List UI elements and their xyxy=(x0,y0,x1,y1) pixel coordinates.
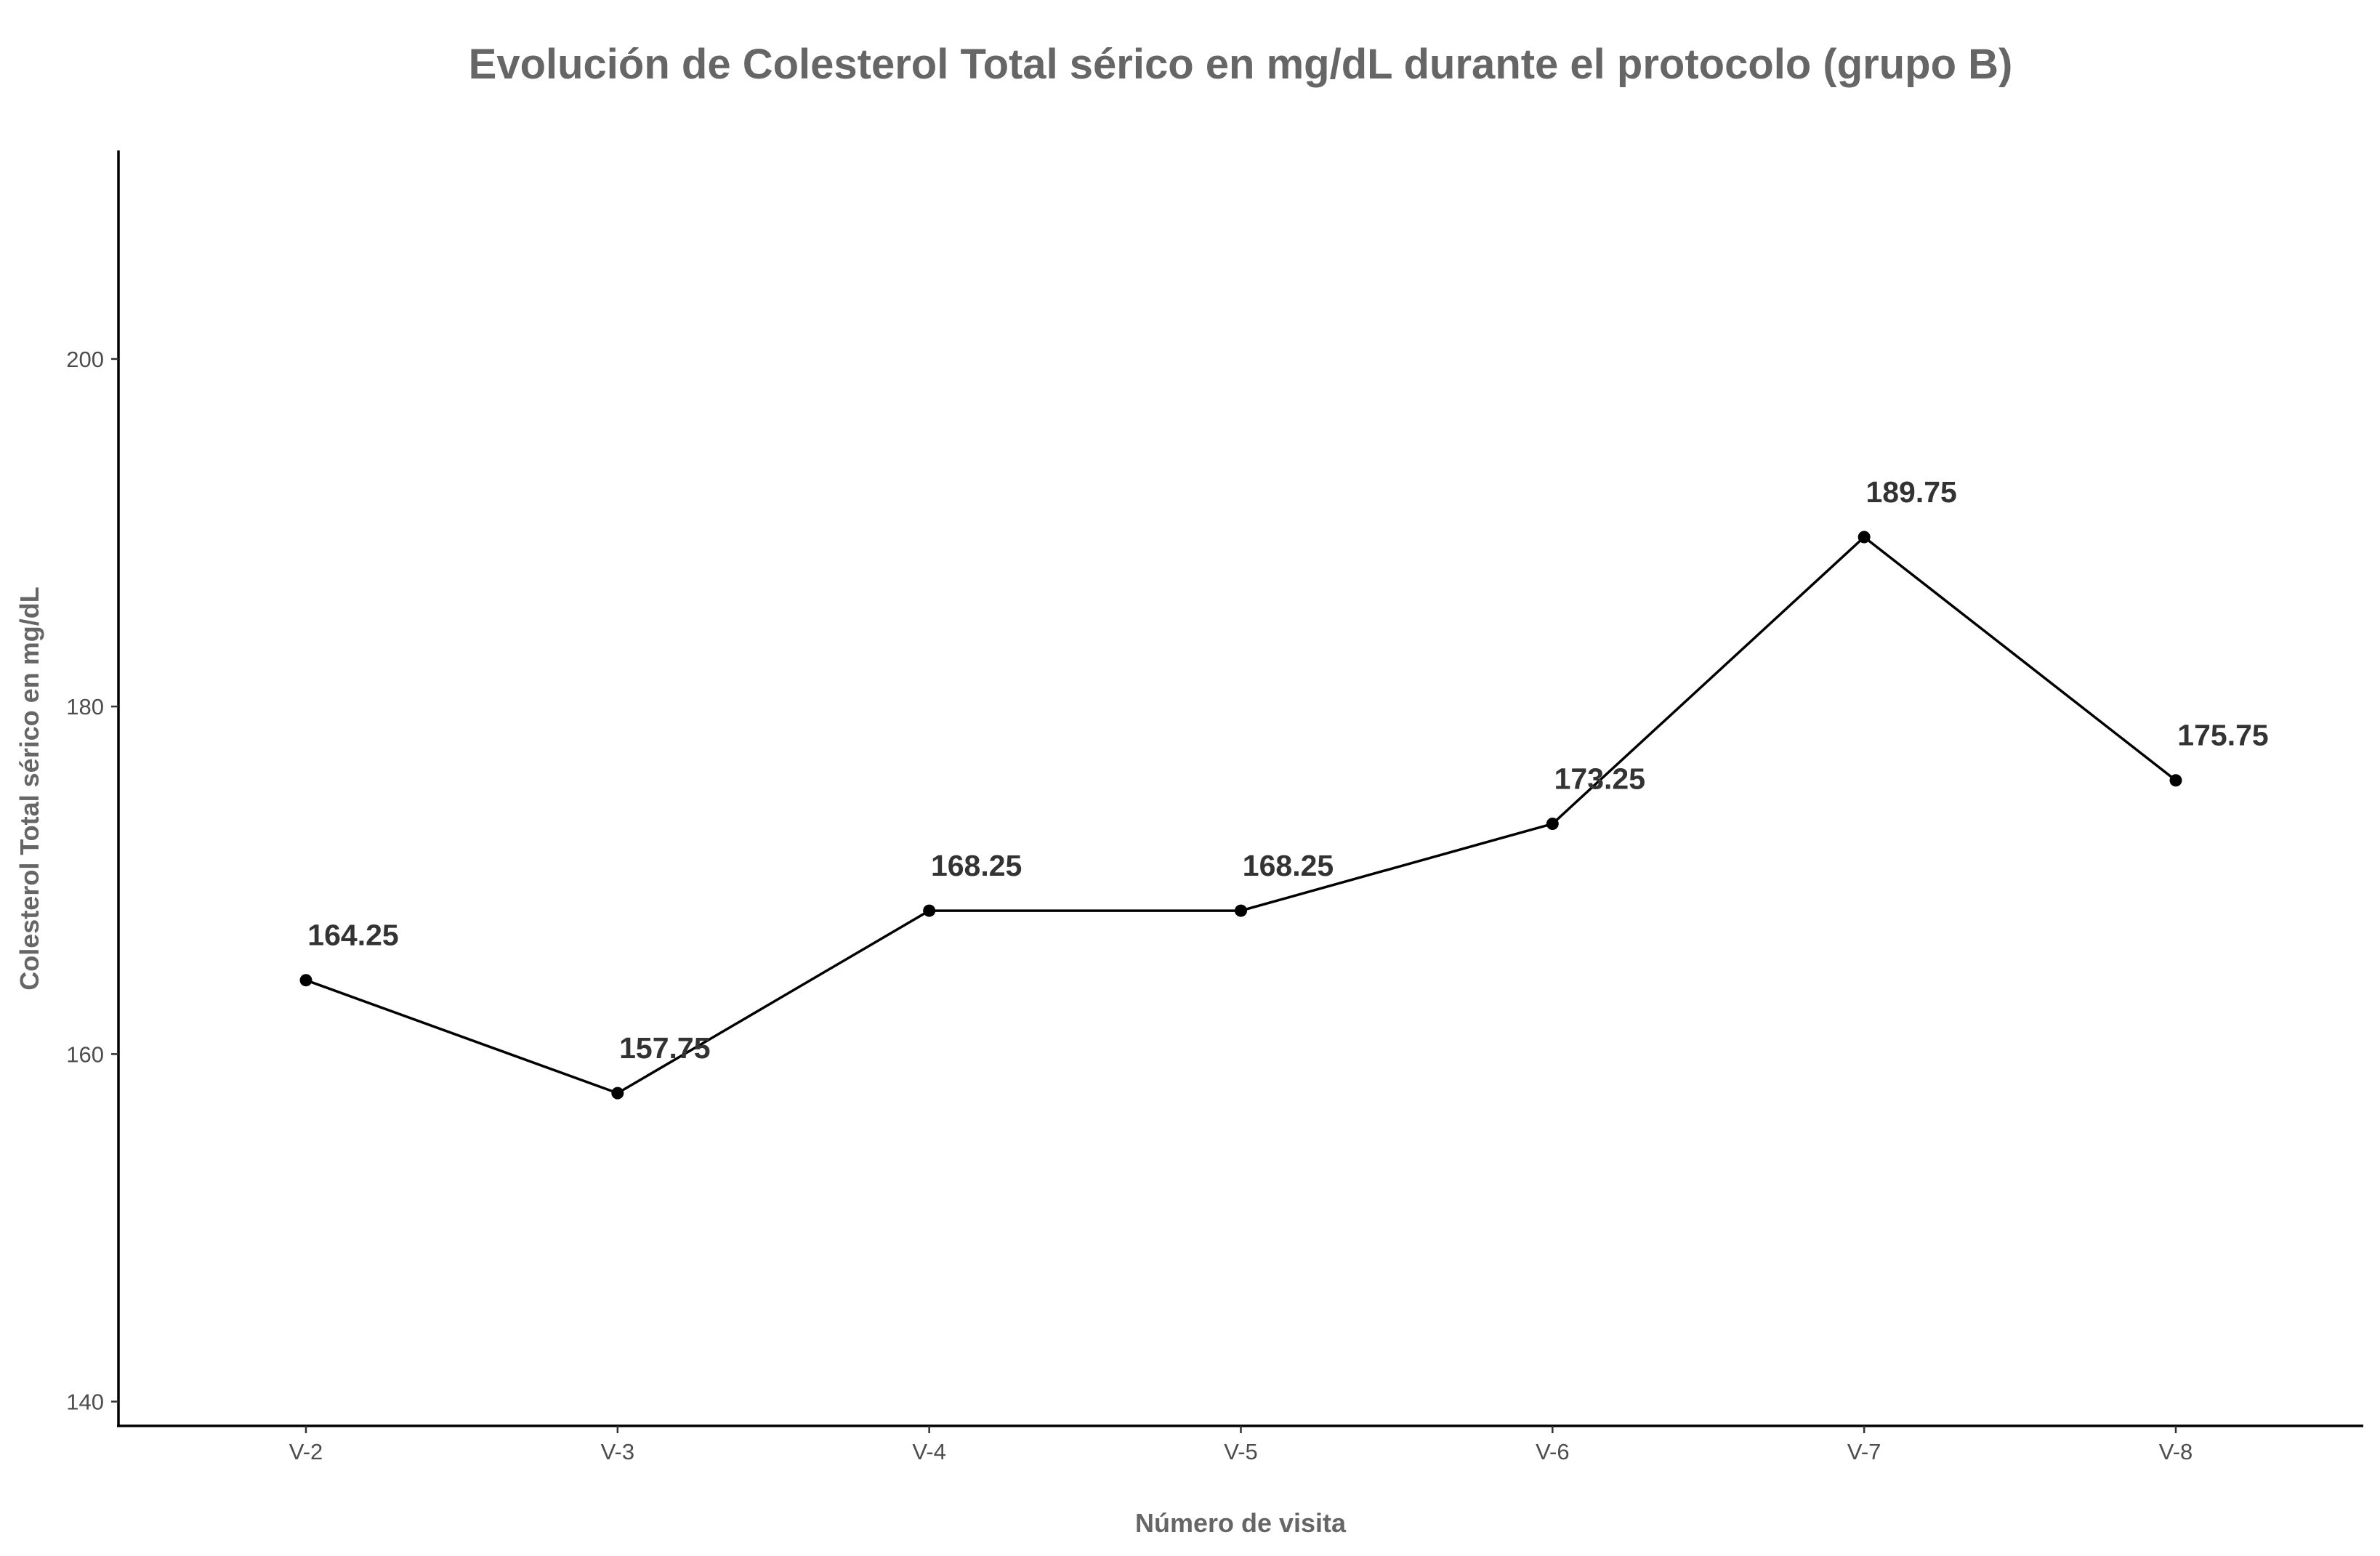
data-point xyxy=(1235,904,1247,917)
data-label: 173.25 xyxy=(1554,762,1645,796)
data-label: 157.75 xyxy=(619,1031,710,1065)
y-tick-label: 200 xyxy=(66,347,104,372)
x-tick-label: V-5 xyxy=(1224,1439,1258,1464)
data-label: 168.25 xyxy=(931,849,1022,882)
x-tick-label: V-4 xyxy=(912,1439,946,1464)
data-point xyxy=(611,1087,624,1100)
x-tick-label: V-7 xyxy=(1847,1439,1881,1464)
data-label: 164.25 xyxy=(307,919,398,952)
y-axis-title: Colesterol Total sérico en mg/dL xyxy=(15,586,44,990)
data-label: 175.75 xyxy=(2177,719,2268,752)
y-tick-label: 140 xyxy=(66,1390,104,1415)
data-point xyxy=(1546,818,1559,831)
x-tick-label: V-2 xyxy=(289,1439,323,1464)
plot-area: 140 160 180 200 V-2 V-3 V-4 V-5 V-6 V-7 V-8 164.2… xyxy=(66,150,2363,1464)
x-axis-ticks: V-2 V-3 V-4 V-5 V-6 V-7 V-8 xyxy=(289,1426,2193,1464)
x-tick-label: V-3 xyxy=(601,1439,635,1464)
data-point xyxy=(923,904,936,917)
x-tick-label: V-8 xyxy=(2159,1439,2193,1464)
chart-title: Evolución de Colesterol Total sérico en … xyxy=(469,41,2013,88)
data-labels-group: 164.25 157.75 168.25 168.25 173.25 189.75 175.… xyxy=(307,475,2268,1065)
data-label: 189.75 xyxy=(1865,475,1956,509)
x-tick-label: V-6 xyxy=(1536,1439,1570,1464)
data-point xyxy=(299,974,312,987)
y-tick-label: 180 xyxy=(66,694,104,719)
y-axis-ticks: 140 160 180 200 xyxy=(66,347,118,1415)
data-point xyxy=(1857,531,1871,544)
series-group xyxy=(299,531,2182,1100)
series-line xyxy=(305,535,2177,1095)
y-tick-label: 160 xyxy=(66,1041,104,1067)
x-axis-title: Número de visita xyxy=(1135,1508,1347,1538)
data-point xyxy=(2169,774,2182,787)
data-label: 168.25 xyxy=(1243,849,1334,882)
